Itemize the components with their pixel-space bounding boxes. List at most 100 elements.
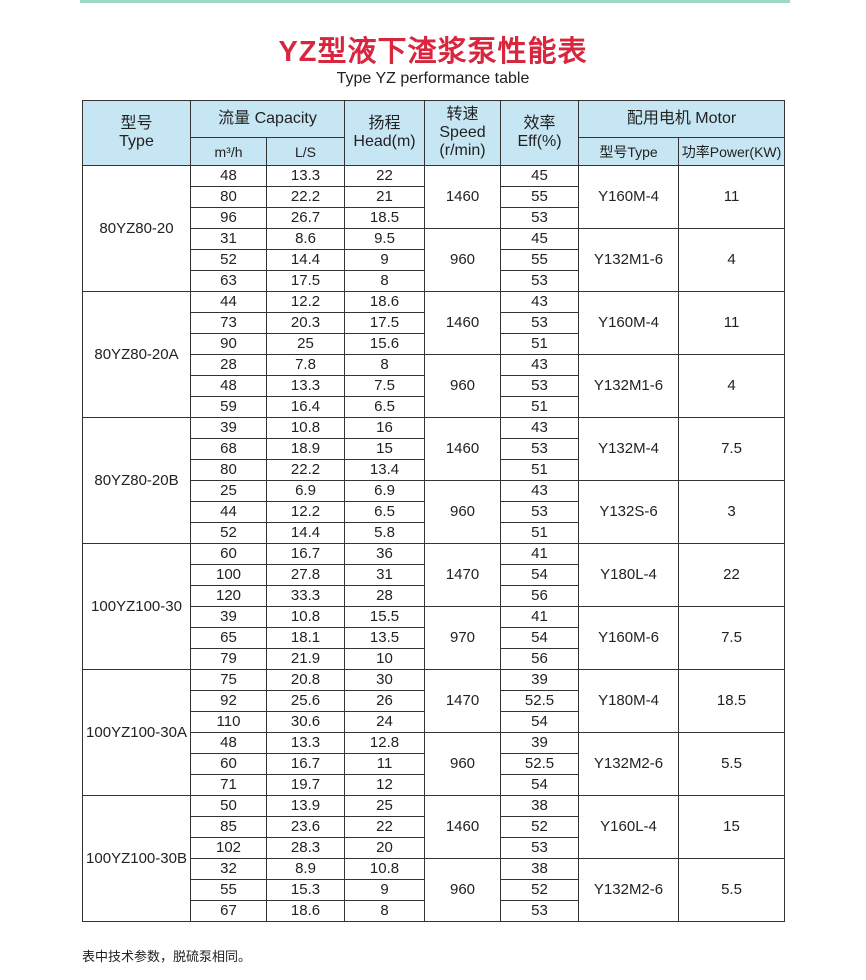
capacity-ls-cell: 8.9: [265, 858, 346, 880]
head-cell: 13.4: [344, 459, 426, 481]
motor-type-cell: Y160L-4: [578, 795, 680, 859]
head-cell: 21: [344, 186, 426, 208]
eff-cell: 51: [500, 522, 580, 544]
head-cell: 20: [344, 837, 426, 859]
capacity-m3h-cell: 59: [190, 396, 267, 418]
capacity-ls-cell: 25.6: [265, 690, 346, 712]
table-row: 31 8.6 9.5 960 45 Y132M1-6 4: [83, 228, 786, 292]
head-cell: 25: [344, 795, 426, 817]
head-cell: 7.5: [344, 375, 426, 397]
page-title: YZ型液下渣浆泵性能表: [278, 36, 588, 68]
eff-cell: 51: [500, 396, 580, 418]
eff-cell: 54: [500, 774, 580, 796]
eff-cell: 53: [500, 375, 580, 397]
eff-cell: 41: [500, 606, 580, 628]
capacity-m3h-cell: 71: [190, 774, 267, 796]
capacity-m3h-cell: 79: [190, 648, 267, 670]
motor-power-cell: 5.5: [678, 732, 786, 796]
header-capacity: 流量 Capacity: [189, 100, 346, 138]
eff-cell: 43: [500, 417, 580, 439]
capacity-m3h-cell: 90: [190, 333, 267, 355]
capacity-m3h-cell: 92: [190, 690, 267, 712]
capacity-m3h-cell: 39: [190, 417, 267, 439]
speed-cell: 1460: [424, 165, 502, 229]
head-cell: 9: [344, 879, 426, 901]
eff-cell: 52: [500, 879, 580, 901]
eff-cell: 53: [500, 270, 580, 292]
head-cell: 18.5: [344, 207, 426, 229]
speed-cell: 960: [424, 228, 502, 292]
capacity-ls-cell: 18.1: [265, 627, 346, 649]
capacity-ls-cell: 12.2: [265, 501, 346, 523]
table-row: 48 13.3 12.8 960 39 Y132M2-6 5.5: [83, 732, 786, 796]
model-type-cell: 80YZ80-20B: [82, 417, 191, 544]
capacity-m3h-cell: 32: [190, 858, 267, 880]
eff-cell: 52.5: [500, 753, 580, 775]
model-type-cell: 100YZ100-30A: [82, 669, 191, 796]
top-divider: [80, 0, 790, 3]
capacity-m3h-cell: 75: [190, 669, 267, 691]
head-cell: 31: [344, 564, 426, 586]
table-row: 80 22.2 13.4 51: [83, 459, 785, 481]
capacity-m3h-cell: 55: [190, 879, 267, 901]
head-cell: 16: [344, 417, 426, 439]
capacity-ls-cell: 33.3: [265, 585, 346, 607]
table-row: 60 16.7 11 52.5: [83, 753, 785, 775]
eff-cell: 54: [500, 564, 580, 586]
capacity-m3h-cell: 80: [190, 186, 267, 208]
header-eff: 效率 Eff(%): [500, 100, 580, 166]
capacity-ls-cell: 18.9: [265, 438, 346, 460]
capacity-ls-cell: 30.6: [265, 711, 346, 733]
capacity-m3h-cell: 48: [190, 732, 267, 754]
table-row: 100YZ100-30 60 16.7 36 1470 41 Y180L-4 22: [82, 543, 786, 670]
capacity-ls-cell: 22.2: [265, 186, 346, 208]
motor-type-cell: Y180L-4: [578, 543, 680, 607]
motor-power-cell: 4: [678, 228, 786, 292]
table-row: 67 18.6 8 53: [83, 900, 785, 922]
table-row: 28 7.8 8 960 43 Y132M1-6 4: [83, 354, 786, 418]
header-speed: 转速 Speed (r/min): [424, 100, 502, 166]
motor-power-cell: 15: [678, 795, 786, 859]
head-cell: 8: [344, 900, 426, 922]
head-cell: 18.6: [344, 291, 426, 313]
capacity-ls-cell: 19.7: [265, 774, 346, 796]
motor-power-cell: 11: [678, 291, 786, 355]
capacity-m3h-cell: 52: [190, 249, 267, 271]
head-cell: 22: [344, 816, 426, 838]
head-cell: 6.5: [344, 501, 426, 523]
capacity-m3h-cell: 120: [190, 585, 267, 607]
capacity-m3h-cell: 68: [190, 438, 267, 460]
table-row: 71 19.7 12 54: [83, 774, 785, 796]
table-row: 80YZ80-20B 39 10.8 16 1460 43 Y132M-4 7.5: [82, 417, 786, 544]
head-cell: 6.9: [344, 480, 426, 502]
capacity-m3h-cell: 48: [190, 165, 267, 187]
capacity-ls-cell: 16.7: [265, 543, 346, 565]
eff-cell: 41: [500, 543, 580, 565]
speed-cell: 1460: [424, 795, 502, 859]
capacity-m3h-cell: 96: [190, 207, 267, 229]
model-type-cell: 100YZ100-30: [82, 543, 191, 670]
capacity-ls-cell: 21.9: [265, 648, 346, 670]
table-row: 73 20.3 17.5 53: [83, 312, 785, 334]
head-cell: 12: [344, 774, 426, 796]
speed-cell: 970: [424, 606, 502, 670]
capacity-m3h-cell: 63: [190, 270, 267, 292]
eff-cell: 43: [500, 480, 580, 502]
motor-power-cell: 18.5: [678, 669, 786, 733]
motor-type-cell: Y160M-4: [578, 291, 680, 355]
head-cell: 30: [344, 669, 426, 691]
capacity-ls-cell: 14.4: [265, 522, 346, 544]
capacity-ls-cell: 20.3: [265, 312, 346, 334]
capacity-ls-cell: 6.9: [265, 480, 346, 502]
capacity-m3h-cell: 31: [190, 228, 267, 250]
head-cell: 15: [344, 438, 426, 460]
header-head: 扬程 Head(m): [344, 100, 426, 166]
eff-cell: 52: [500, 816, 580, 838]
motor-type-cell: Y132S-6: [578, 480, 680, 544]
head-cell: 26: [344, 690, 426, 712]
motor-type-cell: Y132M1-6: [578, 354, 680, 418]
header-power: 功率Power(KW): [678, 137, 786, 166]
table-row: 80YZ80-20 48 13.3 22 1460 45 Y160M-4 11: [82, 165, 786, 292]
head-cell: 15.6: [344, 333, 426, 355]
motor-power-cell: 3: [678, 480, 786, 544]
